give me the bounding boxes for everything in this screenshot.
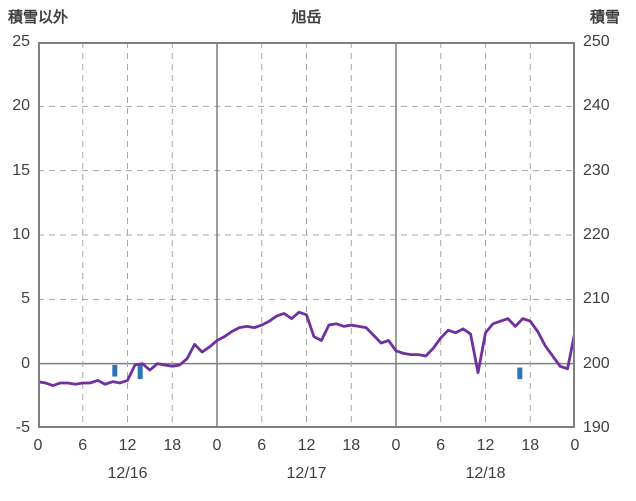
x-tick-label: 0	[391, 437, 401, 454]
day-label: 12/16	[107, 465, 148, 482]
x-tick-label: 0	[212, 437, 222, 454]
x-tick-label: 18	[342, 437, 361, 454]
x-tick-label: 6	[436, 437, 446, 454]
x-tick-label: 6	[257, 437, 267, 454]
precip-bar	[112, 364, 118, 377]
x-tick-label: 18	[163, 437, 182, 454]
x-tick-label: 0	[570, 437, 580, 454]
left-tick-label: 5	[21, 290, 30, 308]
left-tick-label: 15	[12, 161, 30, 179]
x-tick-label: 6	[78, 437, 88, 454]
right-axis-title: 積雪	[589, 9, 620, 26]
day-label: 12/17	[286, 465, 327, 482]
right-tick-label: 230	[583, 161, 610, 179]
right-tick-label: 220	[583, 226, 610, 243]
plot-area	[38, 42, 575, 428]
left-tick-label: 0	[21, 354, 30, 372]
right-tick-label: 190	[583, 419, 610, 436]
day-label: 12/18	[465, 465, 506, 482]
x-tick-label: 12	[297, 437, 316, 454]
right-tick-label: 250	[583, 33, 610, 50]
x-tick-label: 0	[33, 437, 43, 454]
data-line	[38, 310, 575, 387]
left-axis-title: 積雪以外	[8, 9, 69, 26]
left-tick-label: 20	[12, 97, 30, 115]
precip-bar	[517, 367, 523, 380]
left-tick-label: 25	[12, 33, 30, 50]
x-tick-label: 12	[118, 437, 137, 454]
right-tick-label: 200	[583, 354, 610, 372]
chart-title: 旭岳	[291, 9, 322, 26]
chart-canvas	[38, 42, 575, 428]
precip-bar	[137, 363, 143, 380]
left-tick-label: 10	[12, 226, 30, 243]
plot-border	[38, 42, 575, 428]
right-tick-label: 240	[583, 97, 610, 115]
left-tick-label: -5	[15, 419, 30, 436]
x-tick-label: 12	[476, 437, 495, 454]
x-tick-label: 18	[521, 437, 540, 454]
right-tick-label: 210	[583, 290, 610, 308]
